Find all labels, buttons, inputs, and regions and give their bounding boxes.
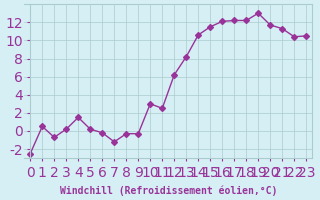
X-axis label: Windchill (Refroidissement éolien,°C): Windchill (Refroidissement éolien,°C) <box>60 185 277 196</box>
